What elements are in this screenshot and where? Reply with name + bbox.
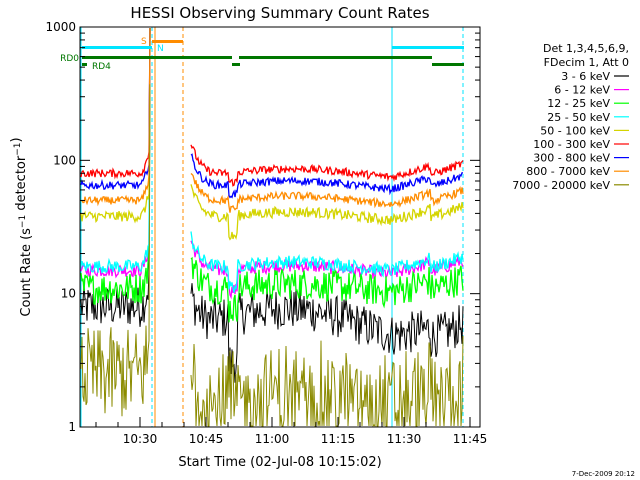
legend-entry-label: 100 - 300 keV [533, 138, 610, 151]
flag-label: RD4 [92, 62, 111, 72]
series-line [80, 27, 151, 191]
x-tick-label: 11:45 [453, 432, 488, 446]
x-axis-label: Start Time (02-Jul-08 10:15:02) [178, 455, 381, 470]
y-tick-label: 10 [61, 287, 76, 301]
series-line [190, 256, 464, 323]
x-tick-label: 10:45 [189, 432, 224, 446]
saa-flag-bar [152, 40, 183, 43]
legend-entry-label: 7000 - 20000 keV [512, 179, 610, 192]
series-line [80, 27, 151, 180]
flag-label: S [141, 37, 147, 47]
plot-area [80, 27, 464, 428]
legend-entry-label: 12 - 25 keV [547, 97, 610, 110]
footer-date: 7-Dec-2009 20:12 [572, 470, 635, 478]
series-line [190, 144, 464, 187]
rd0-flag-bar [82, 56, 232, 59]
series-line [80, 27, 151, 274]
rd4-flag-bar [82, 63, 87, 66]
series-line [190, 231, 464, 293]
legend-entry-label: 3 - 6 keV [561, 70, 610, 83]
y-tick-label: 1000 [45, 20, 76, 34]
night-flag-bar [392, 46, 464, 49]
series-line [80, 27, 151, 207]
y-axis: 1 10 100 1000 [45, 20, 480, 434]
series-line [190, 153, 464, 199]
night-flag-bar [82, 46, 152, 49]
series-line [80, 84, 151, 417]
legend-header: FDecim 1, Att 0 [544, 56, 629, 69]
rd0-flag-segment [232, 63, 240, 66]
flag-label: N [157, 44, 164, 54]
legend-entry-label: 800 - 7000 keV [526, 165, 610, 178]
y-tick-label: 1 [68, 420, 76, 434]
legend-entry-label: 50 - 100 keV [540, 124, 610, 137]
x-tick-label: 11:00 [255, 432, 290, 446]
legend: Det 1,3,4,5,6,9,FDecim 1, Att 03 - 6 keV… [512, 42, 629, 192]
series-line [80, 27, 151, 224]
legend-entry-label: 25 - 50 keV [547, 111, 610, 124]
rd4-flag-bar [432, 63, 464, 66]
legend-entry-label: 300 - 800 keV [533, 152, 610, 165]
observing-flags: SN RD0 RD4 [60, 37, 464, 72]
x-axis: 10:30 10:45 11:00 11:15 11:30 11:45 [95, 417, 488, 446]
legend-header: Det 1,3,4,5,6,9, [543, 42, 629, 55]
series-line [80, 27, 151, 305]
y-tick-label: 100 [53, 153, 76, 167]
series-line [190, 184, 464, 241]
series-line [190, 335, 464, 428]
flag-label: RD0 [60, 54, 79, 64]
rd0-flag-bar [239, 56, 432, 59]
plot-frame [79, 26, 481, 428]
chart-title: HESSI Observing Summary Count Rates [130, 4, 429, 22]
series-line [190, 173, 464, 213]
x-tick-label: 11:15 [321, 432, 356, 446]
legend-entry-label: 6 - 12 keV [554, 84, 610, 97]
y-axis-label: Count Rate (s−1 detector−1) [9, 137, 34, 316]
series-line [80, 27, 151, 279]
x-tick-label: 11:30 [387, 432, 422, 446]
x-tick-label: 10:30 [123, 432, 158, 446]
